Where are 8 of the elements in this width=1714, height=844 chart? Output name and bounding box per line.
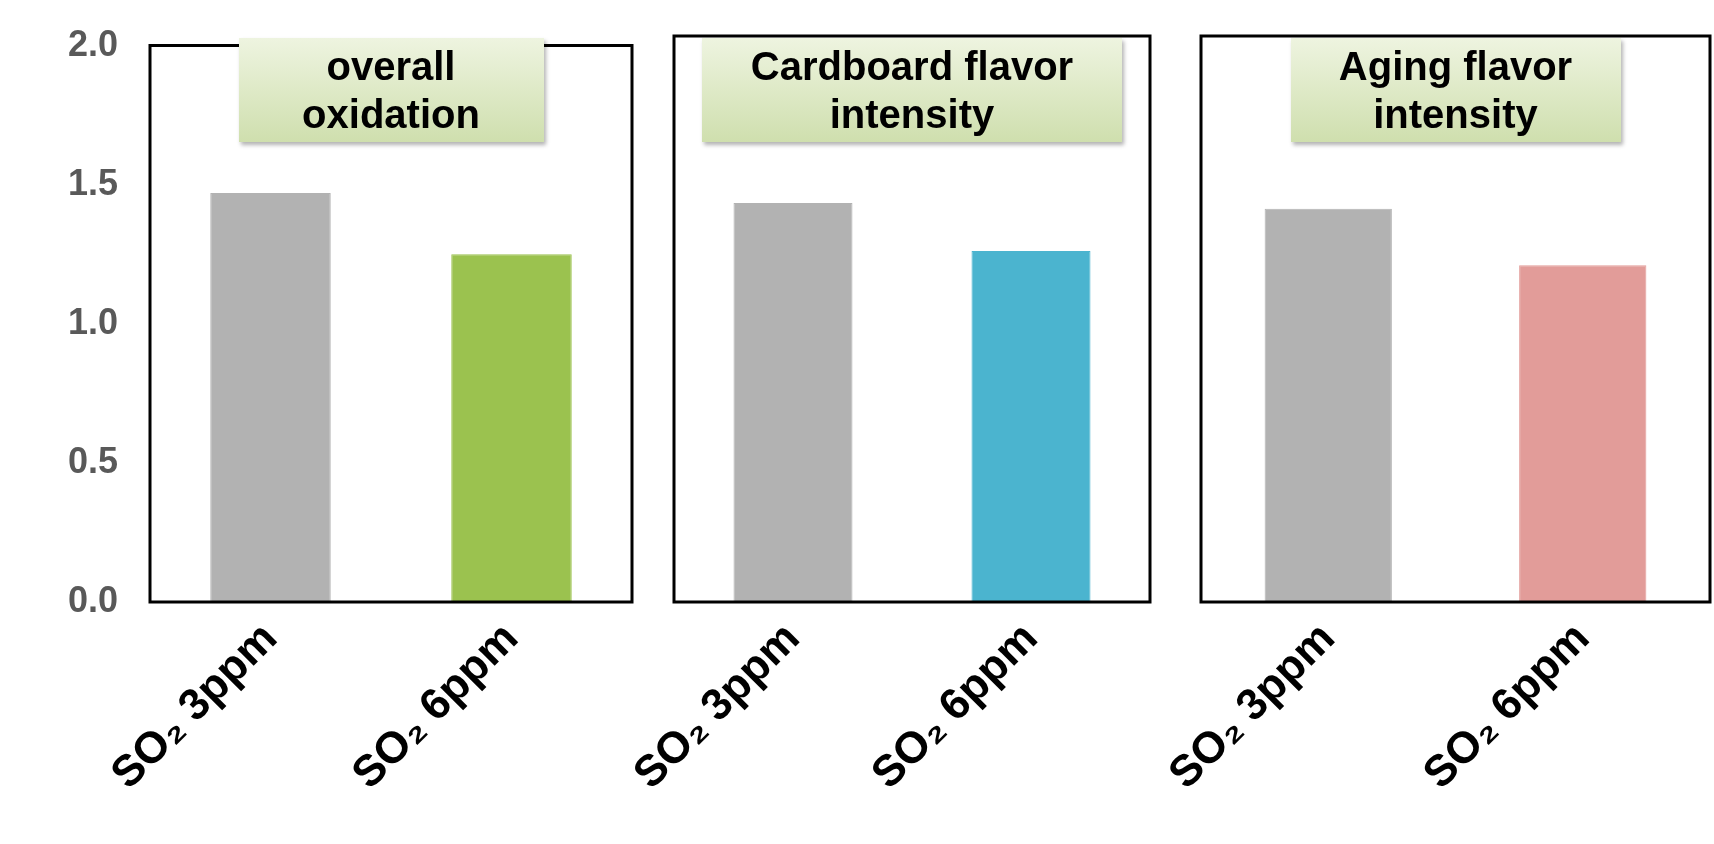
y-tick-label: 1.5 xyxy=(67,161,118,203)
text: overall oxidation xyxy=(301,43,481,138)
y-tick-label: 1.0 xyxy=(67,300,118,342)
y-tick-label: 0.5 xyxy=(67,439,118,481)
y-tick-label: 0.0 xyxy=(67,578,118,620)
text: Cardboard flavor intensity xyxy=(749,43,1075,138)
text: Aging flavor intensity xyxy=(1337,43,1574,138)
y-tick-label: 2.0 xyxy=(67,22,118,64)
